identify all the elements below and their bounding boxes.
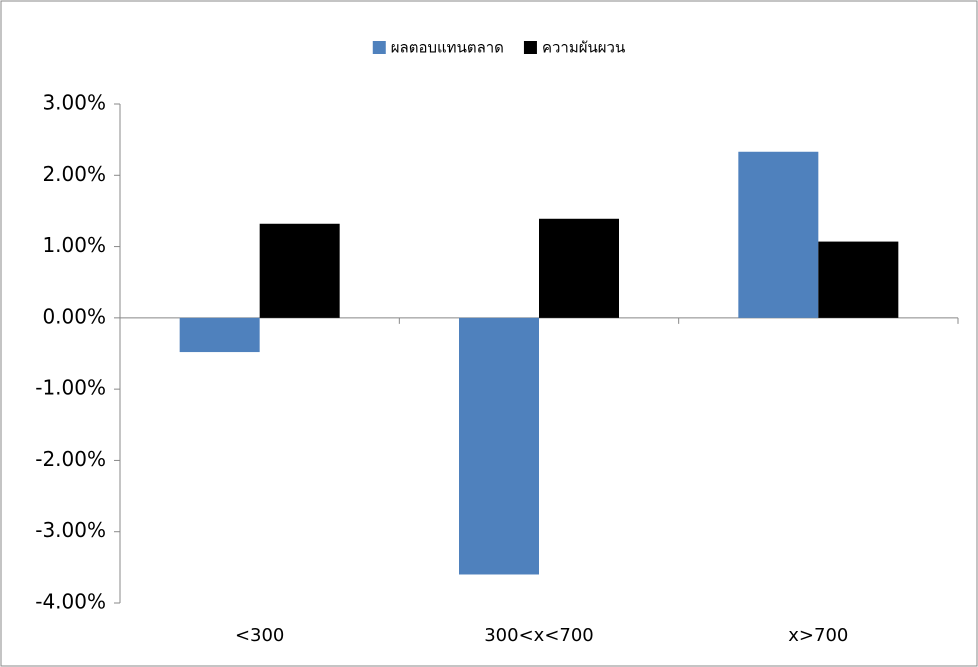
legend-label: ความผันผวน <box>542 39 625 57</box>
y-tick-label: 0.00% <box>42 304 106 328</box>
bar <box>459 317 539 575</box>
legend-swatch <box>372 41 386 54</box>
y-tick-label: 3.00% <box>42 91 106 115</box>
y-tick-label: 2.00% <box>42 162 106 186</box>
x-tick-label: x>700 <box>788 625 848 646</box>
legend-label: ผลตอบแทนตลาด <box>391 39 504 57</box>
bar <box>539 218 619 318</box>
bar <box>818 241 899 318</box>
bar <box>259 223 340 318</box>
y-tick-label: -2.00% <box>35 447 106 471</box>
bar <box>179 317 260 353</box>
x-tick-label: <300 <box>235 625 284 646</box>
legend-swatch <box>523 41 537 54</box>
legend: ผลตอบแทนตลาด ความผันผวน <box>372 39 625 57</box>
x-tick-label: 300<x<700 <box>484 625 594 646</box>
y-tick-label: -3.00% <box>35 518 106 542</box>
y-tick-label: -1.00% <box>35 376 106 400</box>
y-tick-label: 1.00% <box>42 233 106 257</box>
bar <box>738 151 819 318</box>
y-tick-label: -4.00% <box>35 590 106 614</box>
